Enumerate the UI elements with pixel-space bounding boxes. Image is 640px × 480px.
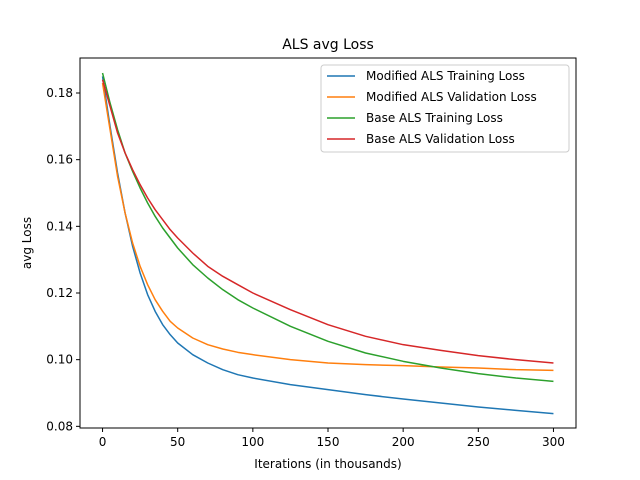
y-tick-label: 0.16 — [46, 153, 73, 167]
legend-entry-2: Modified ALS Validation Loss — [366, 90, 537, 104]
x-axis: 0 50 100 150 200 250 300 — [99, 428, 565, 449]
legend-box — [320, 64, 570, 153]
y-tick-label: 0.18 — [46, 86, 73, 100]
x-tick-label: 100 — [241, 435, 264, 449]
x-tick-label: 200 — [392, 435, 415, 449]
y-tick-label: 0.12 — [46, 286, 73, 300]
x-tick-label: 0 — [99, 435, 107, 449]
legend-entry-1: Modified ALS Training Loss — [366, 69, 525, 83]
legend-entry-4: Base ALS Validation Loss — [366, 132, 515, 146]
x-tick-label: 50 — [170, 435, 185, 449]
x-tick-label: 250 — [467, 435, 490, 449]
chart-title: ALS avg Loss — [282, 37, 374, 53]
y-axis-label: avg Loss — [20, 217, 34, 269]
legend: Modified ALS Training Loss Modified ALS V… — [320, 64, 570, 153]
legend-entry-3: Base ALS Training Loss — [366, 111, 503, 125]
x-axis-label: Iterations (in thousands) — [254, 457, 401, 471]
y-tick-label: 0.10 — [46, 353, 73, 367]
x-tick-label: 300 — [542, 435, 565, 449]
y-axis: 0.08 0.10 0.12 0.14 0.16 0.18 — [46, 86, 80, 433]
x-tick-label: 150 — [317, 435, 340, 449]
y-tick-label: 0.14 — [46, 219, 73, 233]
y-tick-label: 0.08 — [46, 419, 73, 433]
series-line-2 — [101, 82, 554, 372]
plot-lines — [101, 72, 554, 415]
series-line-4 — [101, 79, 554, 364]
